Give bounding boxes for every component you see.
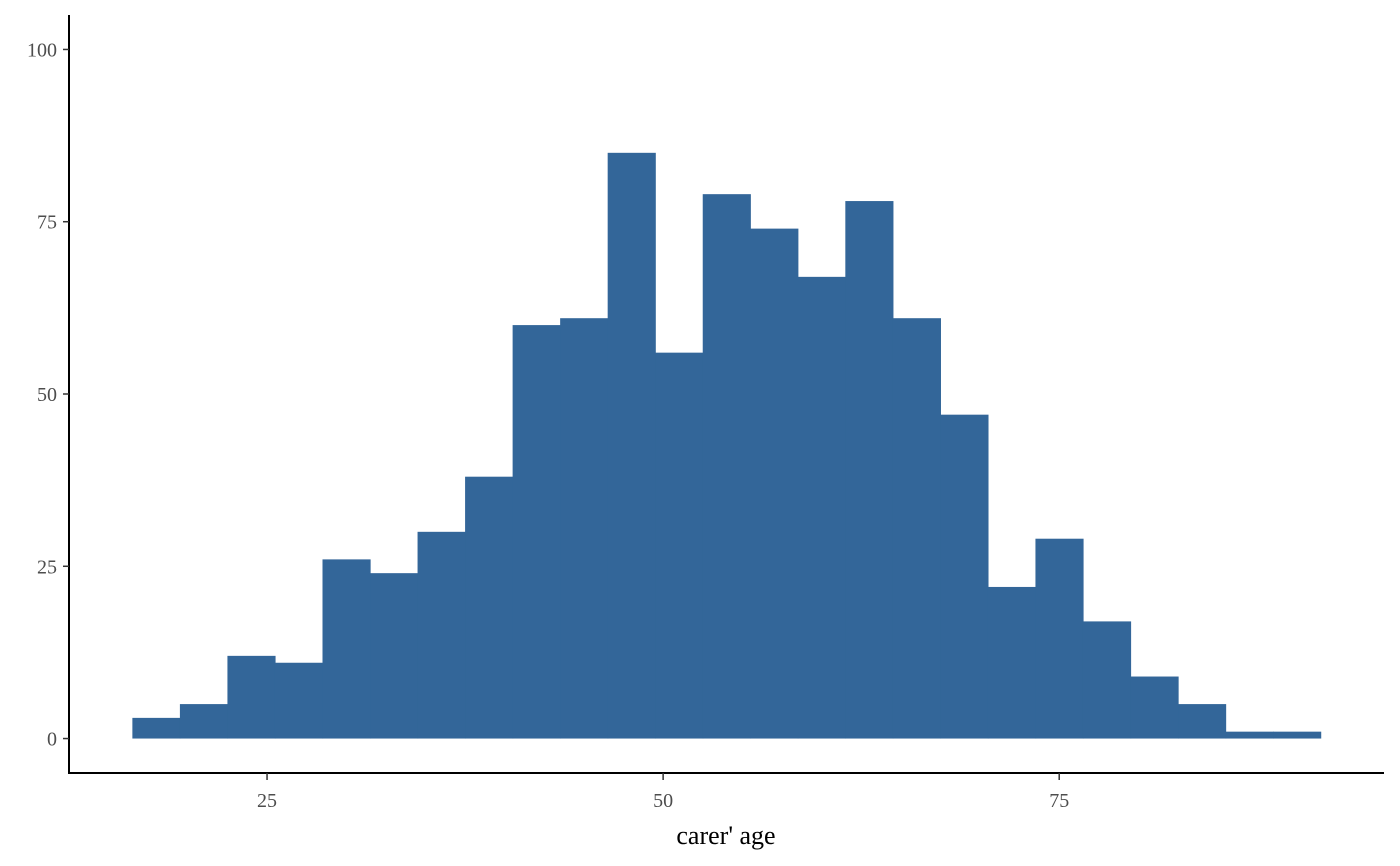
- histogram-bar: [892, 318, 941, 739]
- histogram-bar: [417, 531, 466, 739]
- x-tick-label: 25: [257, 790, 277, 812]
- histogram-bar: [179, 704, 229, 739]
- histogram-bar: [607, 152, 656, 739]
- histogram-bar: [1035, 538, 1084, 739]
- histogram-bar: [845, 201, 894, 739]
- x-tick-label: 50: [653, 790, 673, 812]
- histogram-bar: [227, 655, 276, 739]
- histogram-bar: [560, 318, 609, 739]
- x-ticks: 25 50 75: [257, 773, 1069, 812]
- histogram-bar: [512, 325, 561, 739]
- histogram-bar: [750, 228, 799, 739]
- x-axis-title: carer' age: [676, 821, 775, 850]
- y-tick-label: 100: [27, 39, 57, 61]
- histogram-bar: [1082, 621, 1132, 739]
- x-tick-label: 75: [1049, 790, 1069, 812]
- histogram-bar: [702, 194, 751, 739]
- histogram-bar: [940, 414, 989, 739]
- histogram-bar: [322, 559, 371, 739]
- y-ticks: 0 25 50 75 100: [27, 39, 69, 751]
- histogram-bar: [274, 662, 324, 739]
- histogram-bar: [987, 586, 1037, 739]
- histogram-bar: [465, 476, 514, 739]
- histogram-bar: [655, 352, 704, 739]
- histogram-bar: [797, 276, 846, 739]
- histogram-bar: [132, 717, 181, 739]
- histogram-bars: [132, 152, 1322, 739]
- y-tick-label: 50: [37, 384, 57, 406]
- histogram-bar: [1225, 731, 1274, 739]
- histogram-bar: [1178, 704, 1227, 739]
- histogram-bar: [370, 573, 419, 739]
- y-tick-label: 25: [37, 556, 57, 578]
- y-tick-label: 75: [37, 212, 57, 234]
- histogram-bar: [1273, 731, 1322, 739]
- histogram-bar: [1130, 676, 1179, 739]
- y-tick-label: 0: [47, 729, 57, 751]
